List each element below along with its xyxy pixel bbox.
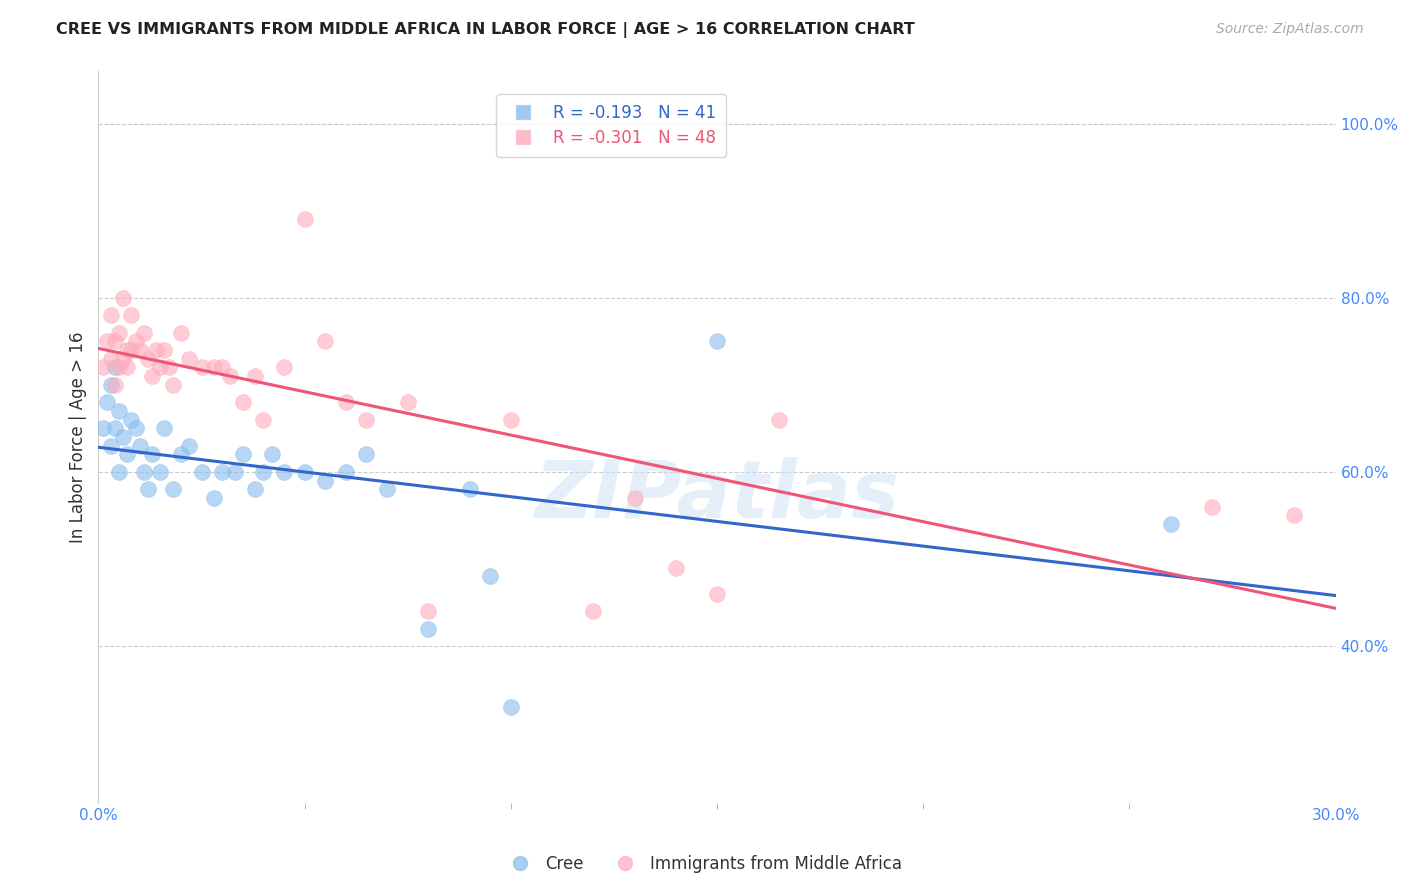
Point: [335, 395, 357, 409]
Point: [499, 412, 522, 426]
Point: [1284, 508, 1306, 523]
Point: [706, 334, 728, 349]
Point: [294, 212, 316, 227]
Point: [375, 483, 398, 497]
Point: [232, 448, 254, 462]
Point: [153, 343, 176, 357]
Point: [108, 360, 131, 375]
Point: [665, 560, 688, 574]
Point: [202, 360, 225, 375]
Point: [108, 326, 131, 340]
Point: [149, 360, 172, 375]
Point: [179, 439, 201, 453]
Point: [112, 430, 135, 444]
Point: [582, 604, 605, 618]
Point: [190, 465, 212, 479]
Point: [170, 448, 193, 462]
Point: [100, 351, 122, 366]
Point: [1201, 500, 1223, 514]
Point: [273, 465, 295, 479]
Point: [132, 326, 155, 340]
Point: [112, 291, 135, 305]
Legend: R = -0.193   N = 41, R = -0.301   N = 48: R = -0.193 N = 41, R = -0.301 N = 48: [496, 95, 727, 157]
Point: [162, 483, 184, 497]
Text: Source: ZipAtlas.com: Source: ZipAtlas.com: [1216, 22, 1364, 37]
Point: [396, 395, 419, 409]
Point: [356, 448, 378, 462]
Point: [314, 334, 336, 349]
Point: [117, 448, 139, 462]
Point: [104, 334, 127, 349]
Point: [141, 369, 163, 384]
Point: [124, 421, 146, 435]
Point: [120, 412, 142, 426]
Point: [294, 465, 316, 479]
Point: [252, 412, 274, 426]
Point: [124, 334, 146, 349]
Point: [100, 377, 122, 392]
Point: [120, 308, 142, 322]
Point: [100, 308, 122, 322]
Point: [162, 377, 184, 392]
Point: [219, 369, 242, 384]
Point: [356, 412, 378, 426]
Point: [91, 360, 114, 375]
Point: [260, 448, 283, 462]
Point: [120, 343, 142, 357]
Point: [128, 343, 150, 357]
Point: [202, 491, 225, 505]
Point: [104, 360, 127, 375]
Point: [190, 360, 212, 375]
Point: [145, 343, 167, 357]
Point: [108, 404, 131, 418]
Point: [104, 377, 127, 392]
Point: [104, 421, 127, 435]
Point: [117, 360, 139, 375]
Point: [458, 483, 481, 497]
Point: [479, 569, 502, 583]
Point: [96, 395, 118, 409]
Point: [136, 483, 159, 497]
Point: [179, 351, 201, 366]
Point: [335, 465, 357, 479]
Point: [211, 465, 233, 479]
Point: [100, 439, 122, 453]
Point: [243, 483, 266, 497]
Point: [157, 360, 180, 375]
Legend: Cree, Immigrants from Middle Africa: Cree, Immigrants from Middle Africa: [496, 848, 910, 880]
Point: [170, 326, 193, 340]
Point: [273, 360, 295, 375]
Point: [706, 587, 728, 601]
Text: ZIPatlas: ZIPatlas: [534, 457, 900, 534]
Point: [211, 360, 233, 375]
Point: [418, 604, 440, 618]
Point: [153, 421, 176, 435]
Text: CREE VS IMMIGRANTS FROM MIDDLE AFRICA IN LABOR FORCE | AGE > 16 CORRELATION CHAR: CREE VS IMMIGRANTS FROM MIDDLE AFRICA IN…: [56, 22, 915, 38]
Point: [499, 700, 522, 714]
Point: [128, 439, 150, 453]
Point: [252, 465, 274, 479]
Point: [141, 448, 163, 462]
Point: [418, 622, 440, 636]
Point: [91, 421, 114, 435]
Point: [132, 465, 155, 479]
Point: [243, 369, 266, 384]
Point: [96, 334, 118, 349]
Point: [768, 412, 790, 426]
Point: [1160, 517, 1182, 532]
Point: [108, 465, 131, 479]
Point: [314, 474, 336, 488]
Y-axis label: In Labor Force | Age > 16: In Labor Force | Age > 16: [69, 331, 87, 543]
Point: [117, 343, 139, 357]
Point: [112, 351, 135, 366]
Point: [136, 351, 159, 366]
Point: [149, 465, 172, 479]
Point: [623, 491, 645, 505]
Point: [224, 465, 246, 479]
Point: [232, 395, 254, 409]
